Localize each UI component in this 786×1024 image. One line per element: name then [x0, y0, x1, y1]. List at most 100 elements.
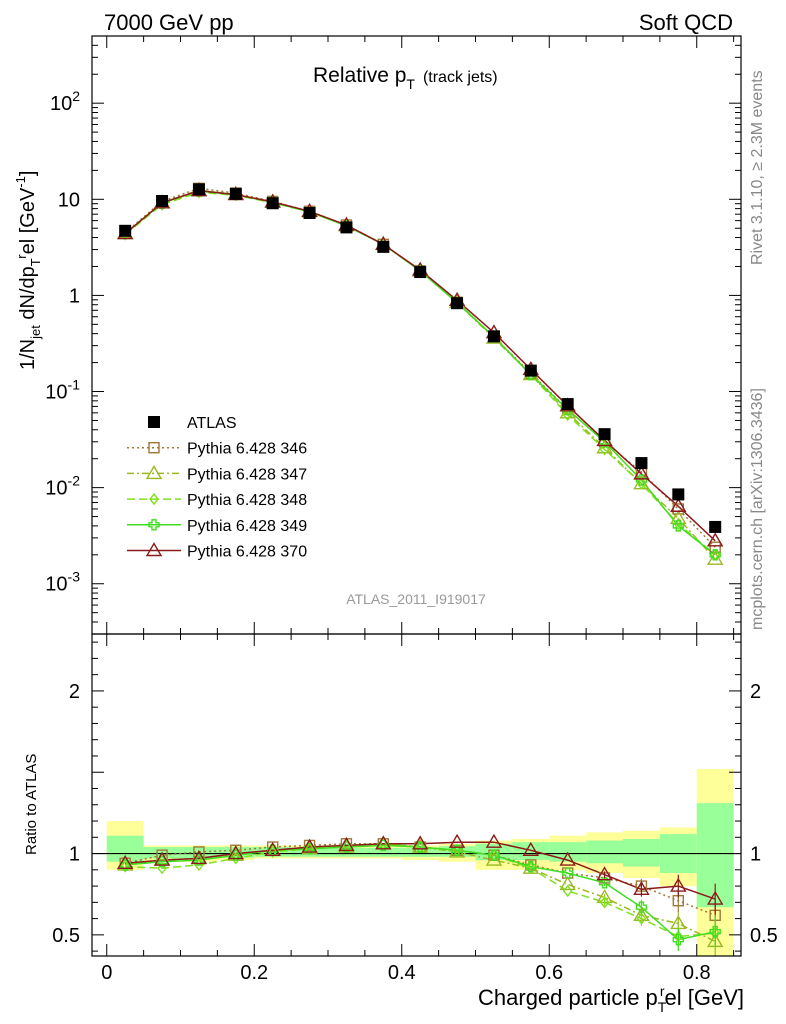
- xaxis-label: Charged particle pTrel [GeV]: [478, 983, 744, 1015]
- data-point-atlas: [119, 224, 132, 237]
- legend-marker-p346: [148, 442, 160, 454]
- data-point-p370: [633, 465, 650, 480]
- xtick-label: 0.2: [240, 962, 268, 984]
- main-axis-ticks: [92, 35, 741, 635]
- data-point-atlas: [414, 266, 427, 279]
- legend-label-atlas: ATLAS: [187, 415, 237, 432]
- ratio-point-p347: [559, 876, 576, 891]
- ratio-point-p370: [153, 851, 171, 866]
- ratio-ytick-label-right: 2: [750, 681, 761, 703]
- ratio-point-p370: [411, 835, 429, 850]
- main-panel: 10-3 10-2 10-1 1 10 102 Relative pT (track jet…: [13, 35, 742, 635]
- data-point-atlas: [229, 187, 242, 200]
- legend-label-p346: Pythia 6.428 346: [187, 441, 307, 458]
- data-point-atlas: [340, 221, 353, 234]
- ratio-panel: 0.5 1 2 0.5 1 2 0 0.2 0.4 0.6 0.8 Ratio to ATLAS…: [23, 633, 778, 1015]
- ratio-ytick-label-right: 1: [750, 844, 761, 866]
- data-point-atlas: [561, 398, 574, 411]
- xtick-label: 0.6: [535, 962, 563, 984]
- legend-marker-p349: [148, 519, 160, 531]
- data-point-p349: [672, 520, 685, 532]
- ratio-point-p370: [485, 833, 503, 848]
- analysis-id: ATLAS_2011_I919017: [346, 591, 486, 607]
- ratio-point-p349: [561, 867, 574, 879]
- ratio-point-p349: [340, 841, 353, 853]
- ratio-point-p349: [525, 860, 537, 873]
- data-point-atlas: [524, 364, 537, 377]
- legend: ATLAS Pythia 6.428 346 Pythia 6.428 347 Pyt…: [127, 415, 307, 561]
- ratio-point-p349: [672, 934, 685, 946]
- ratio-point-p348: [636, 912, 647, 925]
- ratio-point-p349: [488, 849, 500, 861]
- legend-marker-p348: [149, 492, 159, 506]
- ratio-ytick-label: 0.5: [52, 925, 80, 947]
- data-point-atlas: [672, 488, 685, 501]
- legend-marker-p347: [145, 465, 163, 480]
- ratio-line-p349: [125, 844, 716, 941]
- ratio-ytick-labels: 0.5 1 2: [52, 681, 80, 947]
- data-point-atlas: [709, 520, 722, 533]
- ratio-xtick-labels: 0 0.2 0.4 0.6 0.8: [101, 962, 710, 984]
- ratio-point-p370: [301, 838, 318, 853]
- data-point-p347: [670, 509, 687, 524]
- ratio-ytick-label: 2: [69, 681, 80, 703]
- ratio-point-p348: [525, 862, 536, 875]
- ratio-axis-ticks: [92, 634, 741, 956]
- legend-label-p349: Pythia 6.428 349: [187, 518, 307, 535]
- ratio-point-p347: [485, 851, 503, 866]
- ratio-point-p349: [377, 839, 390, 852]
- ratio-point-p370: [670, 877, 687, 892]
- ratio-point-p370: [706, 890, 724, 905]
- ratio-point-p370: [227, 845, 245, 860]
- band-inner: [364, 847, 402, 857]
- data-point-p370: [670, 497, 687, 512]
- ratio-point-p348: [267, 845, 278, 859]
- ratio-point-p349: [119, 859, 131, 871]
- ratio-point-p348: [562, 884, 573, 898]
- header-right: Soft QCD: [639, 10, 733, 35]
- xtick-label: 0.4: [388, 962, 416, 984]
- ratio-point-p370: [559, 851, 576, 866]
- ratio-point-p349: [635, 901, 648, 913]
- ratio-point-p370: [522, 841, 540, 856]
- data-point-p348: [599, 443, 610, 456]
- watermark-version: Rivet 3.1.10, ≥ 2.3M events: [749, 70, 766, 265]
- ratio-frame: [91, 633, 742, 957]
- ratio-point-p370: [338, 837, 355, 852]
- legend-label-p370: Pythia 6.428 370: [187, 544, 307, 561]
- ratio-ytick-label-right: 0.5: [750, 925, 778, 947]
- data-point-atlas: [451, 297, 464, 310]
- main-ytick-label: 10-1: [45, 377, 80, 404]
- ratio-point-p348: [120, 860, 131, 873]
- ratio-ylabel: Ratio to ATLAS: [23, 754, 40, 855]
- ratio-point-p349: [156, 855, 168, 868]
- main-ytick-label: 10: [58, 189, 80, 211]
- ratio-point-p349: [598, 877, 611, 889]
- data-point-atlas: [377, 240, 390, 253]
- ratio-ytick-labels-right: 0.5 1 2: [750, 681, 778, 947]
- xtick-label: 0.8: [683, 962, 711, 984]
- band-inner: [512, 842, 550, 861]
- ratio-point-p370: [264, 841, 281, 856]
- ratio-point-p349: [193, 854, 205, 866]
- ratio-point-p349: [230, 849, 242, 861]
- data-point-atlas: [192, 183, 205, 196]
- main-markers-layer: [116, 181, 724, 565]
- xtick-label: 0: [101, 962, 112, 984]
- legend-label-p348: Pythia 6.428 348: [187, 492, 307, 509]
- data-point-atlas: [487, 330, 500, 343]
- data-point-atlas: [156, 194, 169, 207]
- ratio-point-p370: [375, 835, 392, 850]
- legend-label-p347: Pythia 6.428 347: [187, 466, 307, 483]
- ratio-series-layer: [125, 841, 716, 943]
- data-point-p349: [709, 549, 721, 561]
- main-ytick-label: 1: [69, 285, 80, 307]
- band-inner: [586, 840, 623, 864]
- ratio-point-p370: [633, 880, 650, 896]
- main-ytick-label: 102: [50, 88, 80, 115]
- header-left: 7000 GeV pp: [104, 10, 234, 35]
- ratio-point-p346: [156, 849, 168, 861]
- main-ylabel: 1/Njet dN/dpTrel [GeV-1]: [13, 171, 43, 370]
- data-point-p347: [596, 439, 613, 454]
